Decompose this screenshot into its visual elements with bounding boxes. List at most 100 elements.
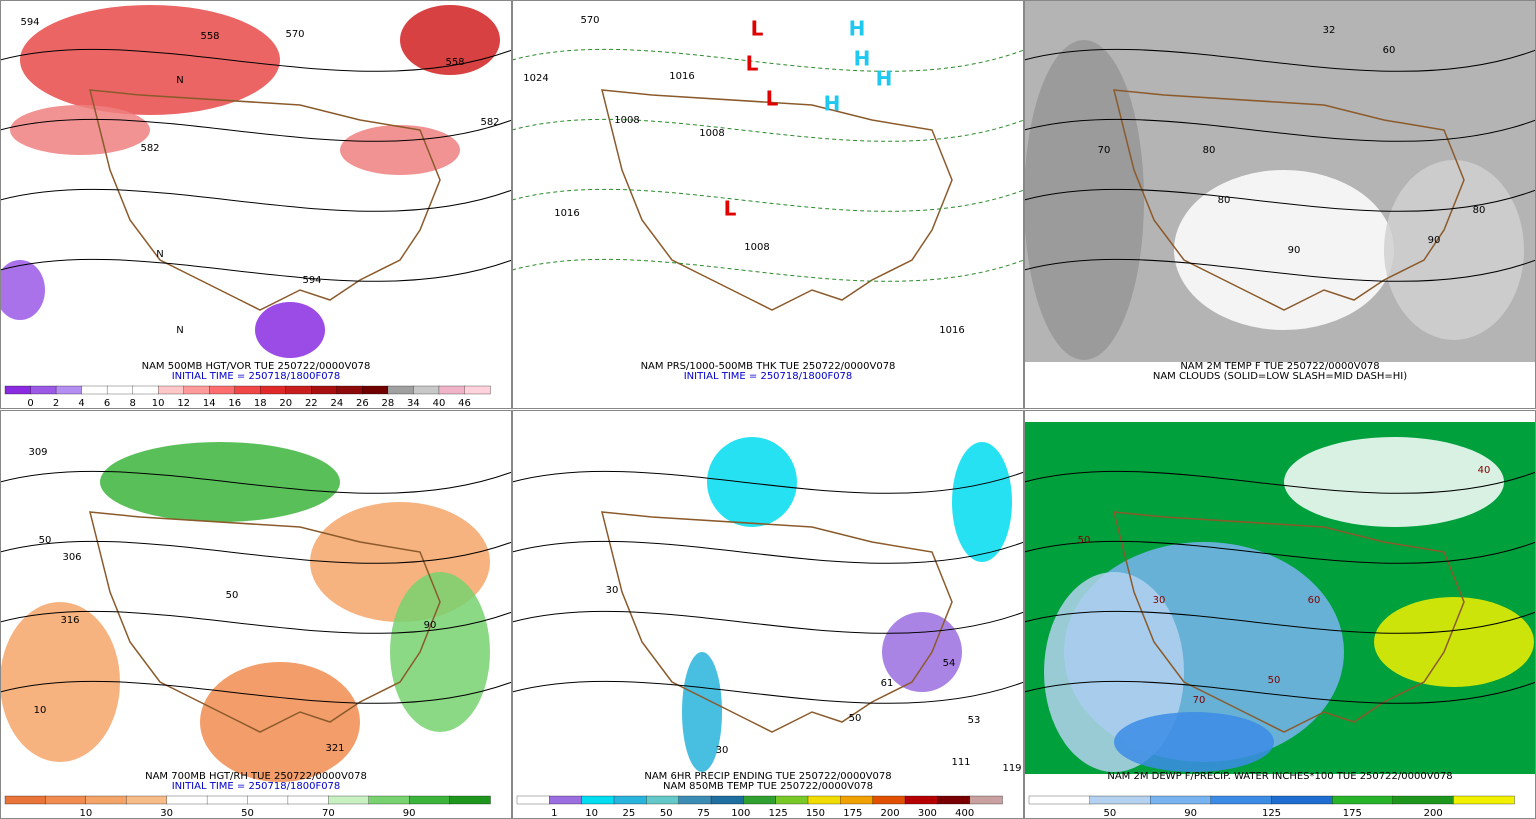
caption: NAM PRS/1000-500MB THK TUE 250722/0000V0… bbox=[641, 361, 896, 372]
map-background bbox=[512, 0, 1024, 362]
colorbar-swatch bbox=[904, 795, 938, 805]
caption: INITIAL TIME = 250718/1800F078 bbox=[172, 371, 341, 382]
map-label: 70 bbox=[1193, 695, 1206, 706]
shaded-area bbox=[1024, 40, 1144, 360]
map-label: L bbox=[746, 52, 759, 76]
contour bbox=[511, 48, 1025, 72]
colorbar-swatch bbox=[872, 795, 906, 805]
colorbar-swatch bbox=[368, 795, 410, 805]
colorbar-swatch bbox=[516, 795, 550, 805]
colorbar-swatch bbox=[581, 795, 615, 805]
colorbar-label: 1 bbox=[551, 808, 557, 819]
colorbar-swatch bbox=[1028, 795, 1091, 805]
colorbar-label: 70 bbox=[322, 808, 335, 819]
colorbar-swatch bbox=[166, 795, 208, 805]
colorbar-label: 0 bbox=[27, 398, 33, 409]
contour bbox=[0, 188, 513, 212]
map-label: 111 bbox=[951, 757, 970, 768]
map-label: L bbox=[766, 87, 779, 111]
colorbar-label: 400 bbox=[955, 808, 974, 819]
caption: INITIAL TIME = 250718/1800F078 bbox=[684, 371, 853, 382]
map-label: 70 bbox=[1098, 145, 1111, 156]
colorbar-swatch bbox=[969, 795, 1003, 805]
boundaries bbox=[601, 89, 953, 311]
colorbar-swatch bbox=[311, 385, 338, 395]
colorbar-swatch bbox=[287, 795, 329, 805]
colorbar-swatch bbox=[81, 385, 108, 395]
colorbar-swatch bbox=[336, 385, 364, 395]
colorbar-swatch bbox=[55, 385, 83, 395]
contour bbox=[0, 470, 513, 494]
caption: INITIAL TIME = 250718/1800F078 bbox=[172, 781, 341, 792]
map-label: 80 bbox=[1473, 205, 1486, 216]
shaded-area bbox=[100, 442, 340, 522]
map-label: 570 bbox=[580, 15, 599, 26]
colorbar-label: 200 bbox=[1424, 808, 1443, 819]
colorbar-label: 16 bbox=[228, 398, 241, 409]
map-label: 50 bbox=[226, 590, 239, 601]
shaded-area bbox=[255, 302, 325, 358]
colorbar-label: 2 bbox=[53, 398, 59, 409]
map-label: 90 bbox=[1428, 235, 1441, 246]
contour bbox=[0, 118, 513, 142]
colorbar-swatch bbox=[409, 795, 451, 805]
contour bbox=[0, 680, 513, 704]
caption: NAM 700MB HGT/RH TUE 250722/0000V078 bbox=[145, 771, 367, 782]
panel-border bbox=[512, 0, 1024, 409]
contour bbox=[1023, 540, 1536, 564]
colorbar-label: 50 bbox=[1103, 808, 1116, 819]
shaded-area bbox=[1174, 170, 1394, 330]
map-label: 60 bbox=[1383, 45, 1396, 56]
map: 32 60 80 90 90 80 80 70 bbox=[1023, 0, 1536, 362]
colorbar-label: 30 bbox=[160, 808, 173, 819]
colorbar-label: 300 bbox=[918, 808, 937, 819]
contour bbox=[511, 470, 1025, 494]
colorbar-swatch bbox=[1150, 795, 1212, 805]
colorbar-label: 40 bbox=[433, 398, 446, 409]
colorbar-label: 100 bbox=[731, 808, 750, 819]
map-label: 1016 bbox=[669, 71, 694, 82]
colorbar-swatch bbox=[1210, 795, 1273, 805]
colorbar-swatch bbox=[775, 795, 809, 805]
map-label: 1008 bbox=[614, 115, 639, 126]
map-label: 309 bbox=[28, 447, 47, 458]
colorbar-swatch bbox=[1392, 795, 1455, 805]
colorbar-swatch bbox=[285, 385, 312, 395]
contour bbox=[511, 540, 1025, 564]
colorbar-label: 28 bbox=[382, 398, 395, 409]
map-label: 1016 bbox=[554, 208, 579, 219]
boundaries bbox=[601, 511, 953, 733]
contour bbox=[0, 610, 513, 634]
contour bbox=[1023, 188, 1536, 212]
panel: 594 558 570 582 582 558 594 N N N NAM 500MB HGT/VO… bbox=[0, 0, 513, 409]
shaded-area bbox=[707, 437, 797, 527]
colorbar-swatch bbox=[234, 385, 261, 395]
colorbar-swatch bbox=[1331, 795, 1394, 805]
colorbar-swatch bbox=[4, 795, 47, 805]
colorbar-swatch bbox=[260, 385, 287, 395]
contour bbox=[511, 610, 1025, 634]
map-label: 30 bbox=[716, 745, 729, 756]
colorbar-swatch bbox=[1453, 795, 1515, 805]
colorbar-swatch bbox=[1089, 795, 1151, 805]
colorbar-swatch bbox=[438, 385, 466, 395]
colorbar-label: 34 bbox=[407, 398, 420, 409]
colorbar-label: 75 bbox=[697, 808, 710, 819]
map-label: 90 bbox=[1288, 245, 1301, 256]
caption: NAM 850MB TEMP TUE 250722/0000V078 bbox=[663, 781, 873, 792]
map-label: 32 bbox=[1323, 25, 1336, 36]
colorbar-swatch bbox=[158, 385, 185, 395]
colorbar-swatch bbox=[106, 385, 134, 395]
colorbar-swatch bbox=[4, 385, 32, 395]
contour bbox=[0, 540, 513, 564]
caption: NAM 2M DEWP F/PRECIP. WATER INCHES*100 T… bbox=[1107, 771, 1452, 782]
caption: NAM 500MB HGT/VOR TUE 250722/0000V078 bbox=[142, 361, 371, 372]
caption: NAM 2M TEMP F TUE 250722/0000V078 bbox=[1180, 361, 1379, 372]
shaded-area bbox=[0, 260, 45, 320]
shaded-area bbox=[882, 612, 962, 692]
map-label: L bbox=[751, 17, 764, 41]
colorbar-label: 125 bbox=[769, 808, 788, 819]
colorbar-swatch bbox=[387, 385, 415, 395]
colorbar-label: 24 bbox=[330, 398, 343, 409]
contour bbox=[511, 258, 1025, 282]
